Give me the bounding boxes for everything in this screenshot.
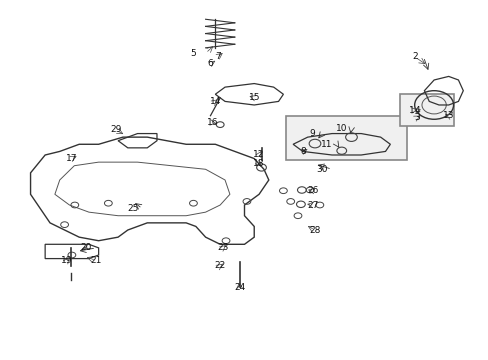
Text: 15: 15 <box>248 93 260 102</box>
Text: 8: 8 <box>299 147 305 156</box>
Text: 27: 27 <box>306 201 318 210</box>
Text: 22: 22 <box>214 261 225 270</box>
Text: 26: 26 <box>306 186 318 195</box>
Bar <box>399 94 453 126</box>
Text: 1: 1 <box>408 106 414 115</box>
Text: 2: 2 <box>411 52 417 61</box>
Text: 21: 21 <box>90 256 102 265</box>
Text: 11: 11 <box>321 140 332 149</box>
Text: 13: 13 <box>442 111 453 120</box>
Text: 29: 29 <box>110 126 121 135</box>
Text: 17: 17 <box>66 154 78 163</box>
Text: 28: 28 <box>309 225 320 234</box>
Text: 24: 24 <box>234 283 245 292</box>
Text: 20: 20 <box>81 243 92 252</box>
Text: 3: 3 <box>413 113 419 122</box>
Text: 7: 7 <box>214 52 220 61</box>
Text: 14: 14 <box>209 97 221 106</box>
Text: 4: 4 <box>413 106 419 115</box>
Text: 23: 23 <box>217 243 228 252</box>
Text: 25: 25 <box>127 204 138 213</box>
Text: 12: 12 <box>253 150 264 159</box>
Text: 5: 5 <box>190 49 196 58</box>
Bar <box>285 116 407 160</box>
Text: 18: 18 <box>253 159 264 168</box>
Text: 10: 10 <box>335 124 347 133</box>
Text: 30: 30 <box>316 165 327 174</box>
Text: 16: 16 <box>207 118 218 127</box>
Text: 9: 9 <box>309 129 315 138</box>
Text: 6: 6 <box>207 59 213 68</box>
Text: 19: 19 <box>61 256 73 265</box>
